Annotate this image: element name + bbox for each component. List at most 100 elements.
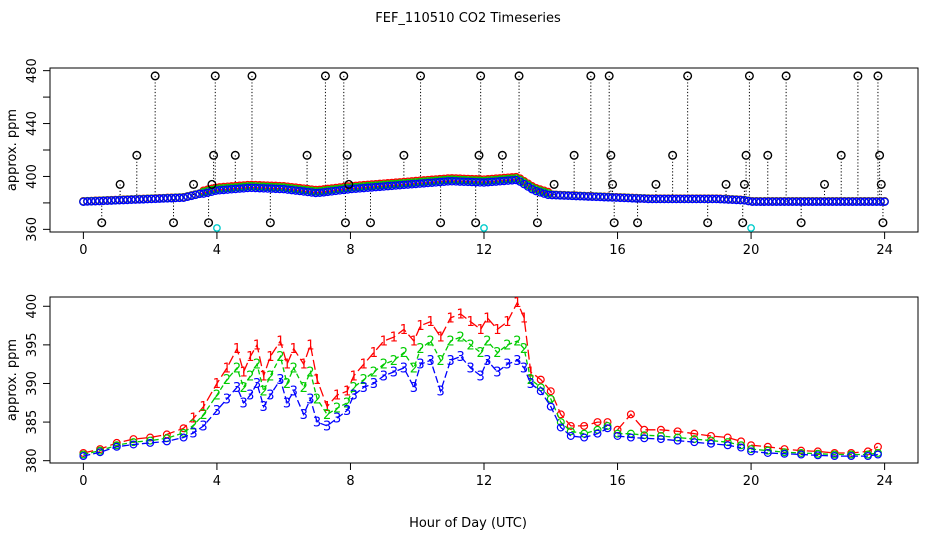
series-1-marker [747, 441, 756, 450]
top-series-3-point [804, 197, 813, 206]
top-series-3-point [531, 186, 541, 196]
top-series-3-point [567, 191, 577, 201]
top-outlier-point [265, 218, 275, 228]
top-series-3-point [491, 177, 501, 186]
series-3-marker: 3 [410, 381, 418, 396]
top-series-3-point [187, 191, 196, 201]
top-series-3-point [872, 197, 881, 206]
top-series-3-point [319, 188, 329, 197]
top-x-tick-label: 4 [213, 243, 221, 258]
series-3-marker [863, 452, 872, 461]
top-series-3-point [824, 197, 833, 206]
top-series-3-point [251, 183, 260, 193]
series-3-marker: 3 [467, 362, 475, 377]
series-1-marker: 1 [493, 323, 501, 338]
top-outlier-point [115, 179, 125, 189]
top-series-3-point [147, 194, 156, 204]
series-3-marker [129, 440, 138, 449]
top-x-tick-label: 16 [609, 243, 626, 258]
top-y-tick-label: 400 [25, 164, 40, 189]
series-3-marker: 3 [477, 369, 485, 384]
top-series-3-point [131, 195, 140, 204]
series-3-marker [546, 402, 555, 411]
bottom-x-tick-label: 8 [346, 474, 354, 489]
top-series-3-point [664, 194, 673, 204]
series-2-marker: 2 [520, 342, 528, 357]
series-3-marker [873, 450, 882, 459]
top-series-3-point [123, 195, 132, 205]
top-series-3-point [431, 178, 441, 187]
series-2-marker: 2 [260, 385, 268, 400]
series-1-marker: 1 [520, 311, 528, 326]
series-1-line [751, 444, 879, 454]
series-3-line [751, 450, 879, 457]
top-series-3-point [680, 194, 689, 204]
top-series-3-point [215, 186, 224, 195]
top-series-3-point [599, 192, 609, 202]
series-3-marker: 3 [483, 354, 491, 369]
series-3-marker: 3 [189, 426, 197, 441]
series-2-marker: 2 [300, 381, 308, 396]
series-3-marker [536, 387, 545, 396]
series-1-marker: 1 [266, 350, 274, 365]
series-3-marker: 3 [260, 400, 268, 415]
top-series-3-point [135, 195, 144, 204]
top-outlier-point [781, 71, 791, 81]
series-2-marker: 2 [246, 369, 254, 384]
series-3-marker: 3 [390, 365, 398, 380]
series-1-marker: 1 [467, 315, 475, 330]
top-series-3-point [427, 178, 437, 187]
series-3-marker: 3 [400, 362, 408, 377]
series-2-marker: 2 [390, 354, 398, 369]
top-series-3-point [660, 194, 669, 204]
series-1-marker: 1 [416, 319, 424, 334]
top-outlier-point [763, 150, 773, 160]
top-series-3-point [627, 194, 637, 203]
top-series-3-point [668, 194, 677, 204]
series-3-marker [656, 435, 665, 444]
top-series-3-point [495, 177, 505, 186]
top-series-3-point [331, 186, 341, 196]
series-3-marker: 3 [513, 354, 521, 369]
series-1-marker [546, 387, 555, 396]
top-series-3-point [607, 193, 617, 202]
series-1-line [83, 300, 608, 454]
top-series-3-point [740, 196, 749, 205]
top-series-3-point [335, 186, 345, 195]
series-2-marker: 2 [527, 373, 535, 388]
series-1-marker: 1 [290, 342, 298, 357]
top-y-axis-label: approx. ppm [5, 109, 20, 191]
top-series-3-point [816, 197, 825, 206]
top-series-3-point [712, 194, 721, 204]
top-series-3-point [423, 178, 433, 188]
series-3-marker: 3 [266, 389, 274, 404]
top-outlier-point [820, 179, 830, 189]
figure-title: FEF_110510 CO2 Timeseries [375, 11, 561, 26]
top-outlier-point [744, 71, 754, 81]
series-1-marker: 1 [410, 335, 418, 350]
top-series-3-point [547, 190, 557, 200]
series-2-marker: 2 [350, 381, 358, 396]
top-outlier-point [609, 218, 619, 228]
series-2-marker: 2 [323, 408, 331, 423]
top-y-tick-label: 360 [25, 217, 40, 242]
series-2-marker: 2 [416, 342, 424, 357]
top-series-3-point [459, 177, 469, 186]
series-3-line [617, 435, 742, 449]
top-series-3-point [359, 183, 369, 193]
top-series-3-point [267, 184, 276, 193]
top-series-3-point [483, 177, 493, 187]
series-2-marker [613, 429, 622, 438]
top-outlier-point [365, 218, 375, 228]
top-outlier-point [514, 71, 524, 81]
series-1-marker [566, 421, 575, 430]
top-series-3-point [688, 194, 697, 204]
series-1-marker [626, 410, 635, 419]
series-3-marker [179, 433, 188, 442]
top-series-3-point [247, 183, 256, 193]
top-series-3-point [415, 179, 425, 188]
top-series-3-point [139, 195, 148, 204]
top-outlier-point [210, 71, 220, 81]
top-series-3-point [736, 195, 745, 205]
